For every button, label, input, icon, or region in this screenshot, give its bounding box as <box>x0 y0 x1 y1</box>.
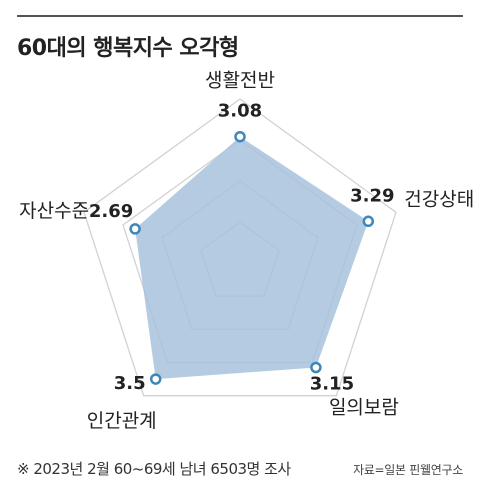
grid-ring-4 <box>83 98 397 397</box>
axis-label-2: 건강상태 <box>404 188 474 210</box>
value-label-2: 3.29 <box>350 185 394 206</box>
axis-label-5: 자산수준 <box>19 200 89 222</box>
chart-title: 60대의 행복지수 오각형 <box>17 36 239 61</box>
axis-label-1: 생활전반 <box>205 70 275 92</box>
data-point-5 <box>129 223 141 235</box>
axis-label-3: 일의보람 <box>329 397 399 419</box>
data-point-2 <box>362 215 375 228</box>
value-label-3: 3.15 <box>310 374 354 395</box>
data-point-4 <box>149 373 162 385</box>
value-label-5: 2.69 <box>89 201 133 222</box>
data-point-3 <box>310 361 322 374</box>
value-label-1: 3.08 <box>218 101 262 122</box>
footer: ※ 2023년 2월 60~69세 남녀 6503명 조사 자료=일본 핀웰연구… <box>17 458 463 480</box>
data-area <box>135 136 369 380</box>
axis-label-4: 인간관계 <box>87 410 157 432</box>
value-label-4: 3.5 <box>114 373 146 394</box>
source-credit: 자료=일본 핀웰연구소 <box>353 463 463 477</box>
data-point-1 <box>234 130 246 143</box>
data-polygon <box>135 136 369 380</box>
top-rule <box>17 15 463 17</box>
data-markers <box>129 130 375 385</box>
survey-note: ※ 2023년 2월 60~69세 남녀 6503명 조사 <box>17 460 291 478</box>
